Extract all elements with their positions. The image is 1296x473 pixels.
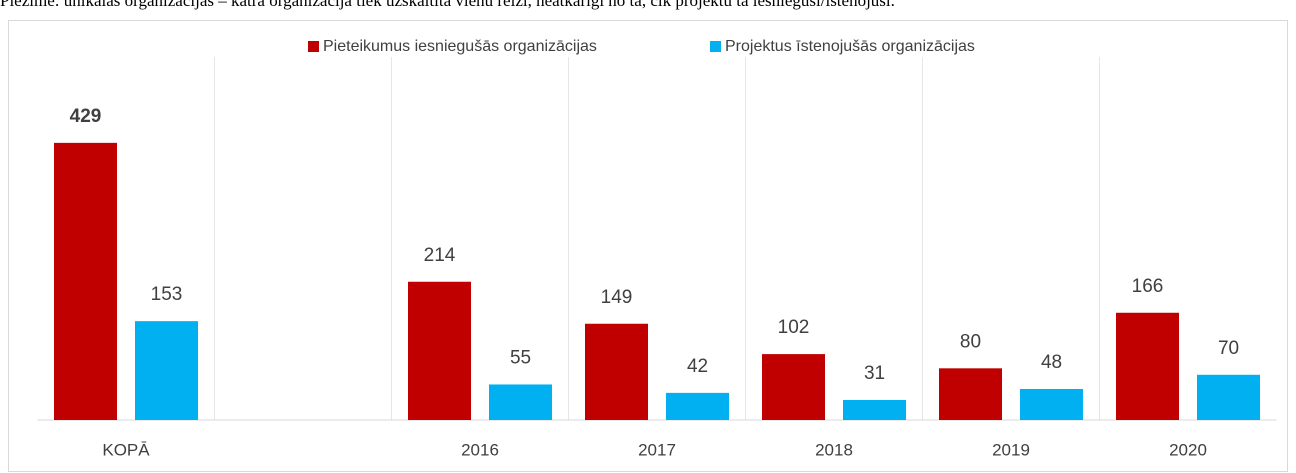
x-tick-label: 2018 bbox=[815, 440, 853, 459]
note: Piezīme: unikālās organizācijas – katra … bbox=[0, 0, 895, 10]
data-label: 31 bbox=[864, 363, 885, 384]
data-label: 153 bbox=[151, 284, 183, 305]
x-tick-label: 2020 bbox=[1169, 440, 1207, 459]
bar bbox=[408, 281, 472, 420]
legend-label: Projektus īstenojušās organizācijas bbox=[725, 38, 975, 55]
data-label: 429 bbox=[70, 106, 102, 127]
bar bbox=[585, 323, 649, 420]
data-label: 70 bbox=[1218, 338, 1239, 359]
x-tick-label: KOPĀ bbox=[102, 440, 150, 459]
bar bbox=[1116, 312, 1180, 420]
bar bbox=[843, 399, 907, 420]
bar bbox=[762, 354, 826, 420]
data-label: 166 bbox=[1132, 276, 1164, 297]
data-label: 102 bbox=[778, 317, 810, 338]
bar bbox=[939, 368, 1003, 420]
bar bbox=[135, 321, 199, 420]
data-label: 42 bbox=[687, 356, 708, 377]
data-label: 80 bbox=[960, 331, 981, 352]
x-tick-label: 2017 bbox=[638, 440, 676, 459]
bar bbox=[489, 384, 553, 420]
x-tick-label: 2016 bbox=[461, 440, 499, 459]
legend-swatch bbox=[710, 41, 721, 52]
bar bbox=[1020, 388, 1084, 420]
legend-label: Pieteikumus iesniegušās organizācijas bbox=[323, 38, 597, 55]
chart-frame bbox=[8, 20, 1288, 472]
data-label: 48 bbox=[1041, 352, 1062, 373]
data-label: 149 bbox=[601, 287, 633, 308]
data-label: 214 bbox=[424, 245, 456, 266]
bar bbox=[666, 392, 730, 420]
data-label: 55 bbox=[510, 347, 531, 368]
x-tick-label: 2019 bbox=[992, 440, 1030, 459]
bar bbox=[54, 142, 118, 420]
legend-swatch bbox=[308, 41, 319, 52]
bar bbox=[1197, 374, 1261, 420]
